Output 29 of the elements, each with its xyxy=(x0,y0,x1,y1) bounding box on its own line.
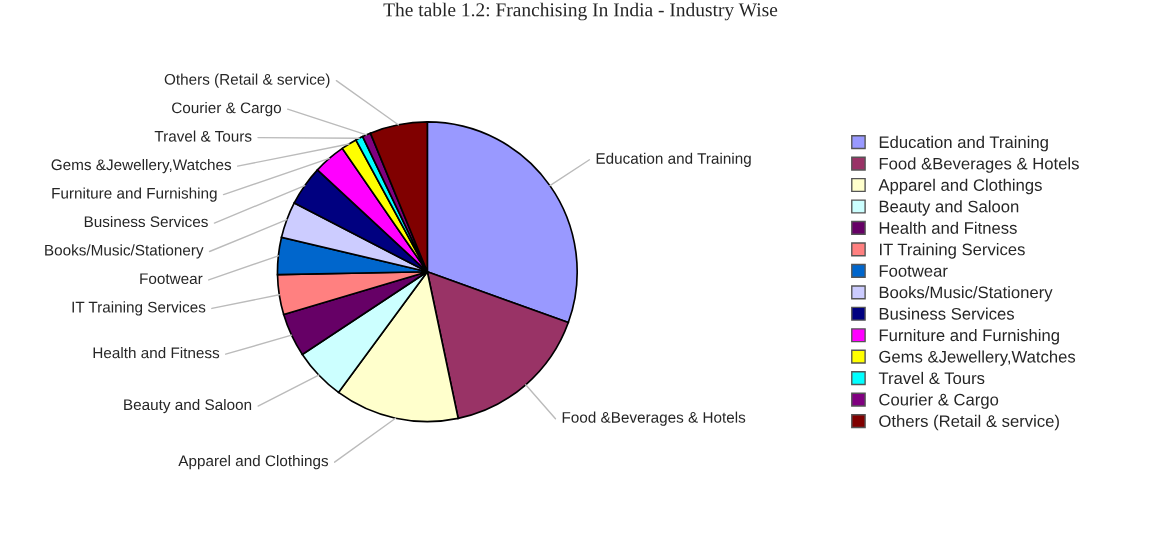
slice-label: Gems &Jewellery,Watches xyxy=(51,158,232,174)
slice-label: Health and Fitness xyxy=(93,347,220,359)
slice-label: Footwear xyxy=(140,273,203,285)
slice-label: IT Training Services xyxy=(72,301,206,316)
legend-label: Food &Beverages & Hotels xyxy=(879,157,1079,173)
slice-label: Business Services xyxy=(84,215,208,228)
slice-label: Education and Training xyxy=(596,152,751,167)
legend-label: Health and Fitness xyxy=(879,221,1017,234)
legend-label: Gems &Jewellery,Watches xyxy=(879,350,1076,366)
slice-label: Apparel and Clothings xyxy=(178,455,329,470)
legend-label: Apparel and Clothings xyxy=(878,178,1042,195)
legend-label: IT Training Services xyxy=(879,243,1025,259)
legend-label: Books/Music/Stationery xyxy=(879,286,1053,302)
slice-label: Food &Beverages & Hotels xyxy=(562,411,746,426)
slice-label: Travel & Tours xyxy=(154,130,252,142)
legend-label: Footwear xyxy=(879,265,948,277)
chart-title: The table 1.2: Franchising In India - Industry Wise xyxy=(383,2,778,21)
legend-label: Business Services xyxy=(879,307,1015,320)
slice-label: Courier & Cargo xyxy=(172,102,282,117)
legend-label: Courier & Cargo xyxy=(879,393,999,409)
slice-label: Furniture and Furnishing xyxy=(52,187,217,202)
slice-label: Books/Music/Stationery xyxy=(45,244,204,259)
legend-label: Others (Retail & service) xyxy=(879,414,1059,431)
legend-label: Furniture and Furnishing xyxy=(879,328,1059,345)
slice-label: Others (Retail & service) xyxy=(164,73,330,88)
legend-label: Education and Training xyxy=(879,135,1048,152)
legend-label: Beauty and Saloon xyxy=(879,200,1019,216)
legend-label: Travel & Tours xyxy=(878,371,985,385)
slice-label: Beauty and Saloon xyxy=(124,398,252,414)
